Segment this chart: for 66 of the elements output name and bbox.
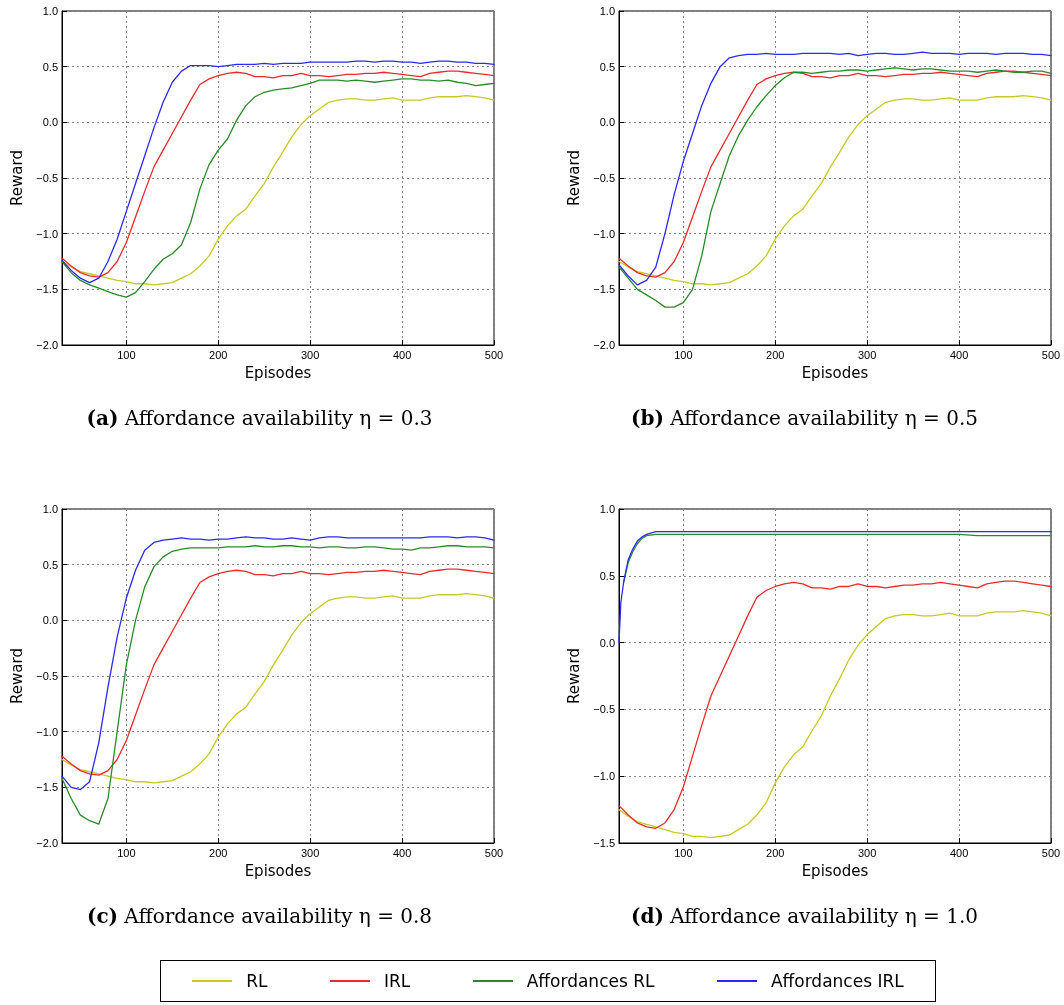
y-tick-label: −1.5 <box>36 781 58 794</box>
x-tick-label: 100 <box>117 348 136 361</box>
y-axis-title: Reward <box>7 150 26 206</box>
x-tick-label: 500 <box>484 846 504 859</box>
x-tick-label: 300 <box>857 846 877 859</box>
x-tick-label: 300 <box>857 348 877 361</box>
y-tick-label: 1.0 <box>599 503 615 515</box>
line-series <box>618 609 1052 839</box>
legend-label: Affordances IRL <box>770 971 904 991</box>
y-tick-label: 0.5 <box>42 60 58 73</box>
y-tick-label: 0.0 <box>42 614 58 627</box>
y-tick-label: −2.0 <box>36 837 58 849</box>
x-tick-label: 200 <box>209 348 228 361</box>
x-axis-title: Episodes <box>801 861 869 880</box>
y-tick-label: −1.0 <box>593 227 615 240</box>
y-tick-label: −0.5 <box>36 670 58 682</box>
x-tick-label: 100 <box>674 846 693 859</box>
y-tick-label: 0.0 <box>599 116 615 129</box>
x-axis-title: Episodes <box>244 861 312 880</box>
x-tick-label: 400 <box>949 846 969 859</box>
y-tick-label: 0.0 <box>599 636 615 649</box>
y-tick-label: −1.5 <box>36 283 58 296</box>
legend-label: RL <box>246 971 268 991</box>
x-tick-label: 200 <box>766 846 785 859</box>
y-tick-label: −0.5 <box>593 703 615 716</box>
legend-label: Affordances RL <box>526 971 655 991</box>
y-tick-label: 1.0 <box>599 5 615 17</box>
x-tick-label: 100 <box>117 846 136 859</box>
text: (d) Affordance availability η = 1.0 <box>631 904 978 928</box>
x-tick-label: 100 <box>674 348 693 361</box>
x-tick-label: 400 <box>392 846 412 859</box>
y-tick-label: −1.0 <box>593 770 615 783</box>
y-tick-label: −1.5 <box>593 837 615 849</box>
y-axis-title: Reward <box>564 150 583 206</box>
y-axis-title: Reward <box>7 648 26 704</box>
y-axis-title: Reward <box>564 648 583 704</box>
y-tick-label: 1.0 <box>42 503 58 515</box>
y-tick-label: 0.0 <box>42 116 58 129</box>
y-tick-label: −1.0 <box>36 725 58 738</box>
x-tick-label: 500 <box>1041 348 1061 361</box>
x-tick-label: 500 <box>1041 846 1061 859</box>
y-tick-label: −0.5 <box>36 172 58 184</box>
x-tick-label: 500 <box>484 348 504 361</box>
x-tick-label: 300 <box>300 348 320 361</box>
y-tick-label: 1.0 <box>42 5 58 17</box>
y-tick-label: −0.5 <box>593 172 615 184</box>
text: (a) Affordance availability η = 0.3 <box>86 406 433 430</box>
line-series <box>618 580 1052 829</box>
x-axis-title: Episodes <box>244 363 312 382</box>
y-tick-label: 0.5 <box>599 60 615 73</box>
legend-label: IRL <box>383 971 411 991</box>
y-tick-label: −2.0 <box>36 339 58 351</box>
text: (c) Affordance availability η = 0.8 <box>86 904 433 928</box>
x-axis-title: Episodes <box>801 363 869 382</box>
x-tick-label: 300 <box>300 846 320 859</box>
x-tick-label: 200 <box>209 846 228 859</box>
line-series <box>618 531 1052 644</box>
y-tick-label: −1.0 <box>36 227 58 240</box>
y-tick-label: −2.0 <box>593 339 615 351</box>
y-tick-label: 0.5 <box>599 569 615 582</box>
x-tick-label: 200 <box>766 348 785 361</box>
x-tick-label: 400 <box>949 348 969 361</box>
x-tick-label: 400 <box>392 348 412 361</box>
y-tick-label: −1.5 <box>593 283 615 296</box>
y-tick-label: 0.5 <box>42 558 58 571</box>
text: (b) Affordance availability η = 0.5 <box>631 406 978 430</box>
